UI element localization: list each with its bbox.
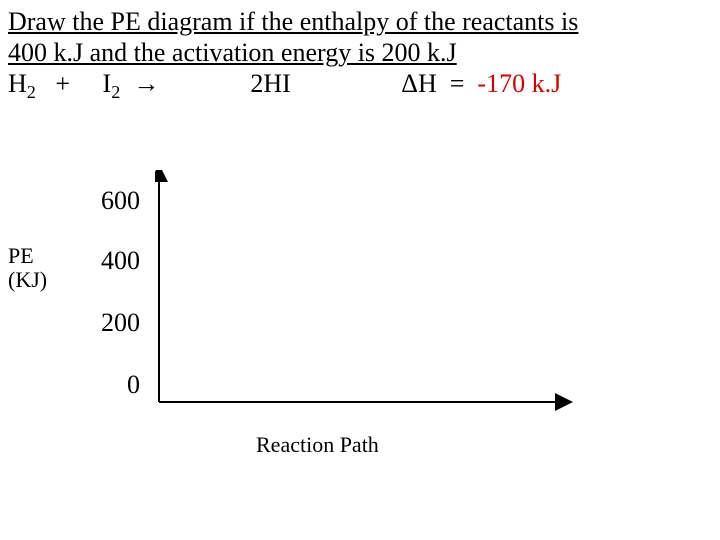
- title-block: Draw the PE diagram if the enthalpy of t…: [8, 6, 710, 104]
- eq-arrow: →: [120, 68, 250, 101]
- eq-h2: H2: [8, 68, 36, 104]
- eq-value: -170 k.J: [477, 68, 561, 101]
- eq-i2-base: I: [103, 69, 112, 98]
- title-line-1: Draw the PE diagram if the enthalpy of t…: [8, 6, 710, 37]
- ytick-0: 0: [80, 370, 140, 400]
- title-line-2: 400 k.J and the activation energy is 200…: [8, 37, 710, 68]
- eq-h2-base: H: [8, 69, 27, 98]
- axes-svg: [155, 170, 585, 430]
- eq-i2: I2: [103, 68, 121, 104]
- title-text-2: 400 k.J and the activation energy is 200…: [8, 38, 457, 67]
- y-axis-label-line2: (KJ): [8, 268, 47, 292]
- y-axis-label-line1: PE: [8, 244, 47, 268]
- ytick-200: 200: [80, 308, 140, 338]
- ytick-600: 600: [80, 186, 140, 216]
- eq-delta: ΔH =: [401, 68, 477, 101]
- y-axis-label: PE (KJ): [8, 244, 47, 292]
- pe-chart: PE (KJ) 600 400 200 0 Reaction Path: [0, 150, 720, 510]
- eq-i2-sub: 2: [111, 83, 120, 103]
- eq-gap: [291, 68, 402, 101]
- eq-h2-sub: 2: [27, 83, 36, 103]
- equation-line: H2 + I2 → 2HI ΔH = -170 k.J: [8, 68, 710, 104]
- eq-plus: +: [36, 68, 103, 101]
- ytick-400: 400: [80, 246, 140, 276]
- eq-product: 2HI: [250, 68, 290, 101]
- x-axis-label: Reaction Path: [256, 432, 379, 458]
- title-text-1: Draw the PE diagram if the enthalpy of t…: [8, 7, 578, 36]
